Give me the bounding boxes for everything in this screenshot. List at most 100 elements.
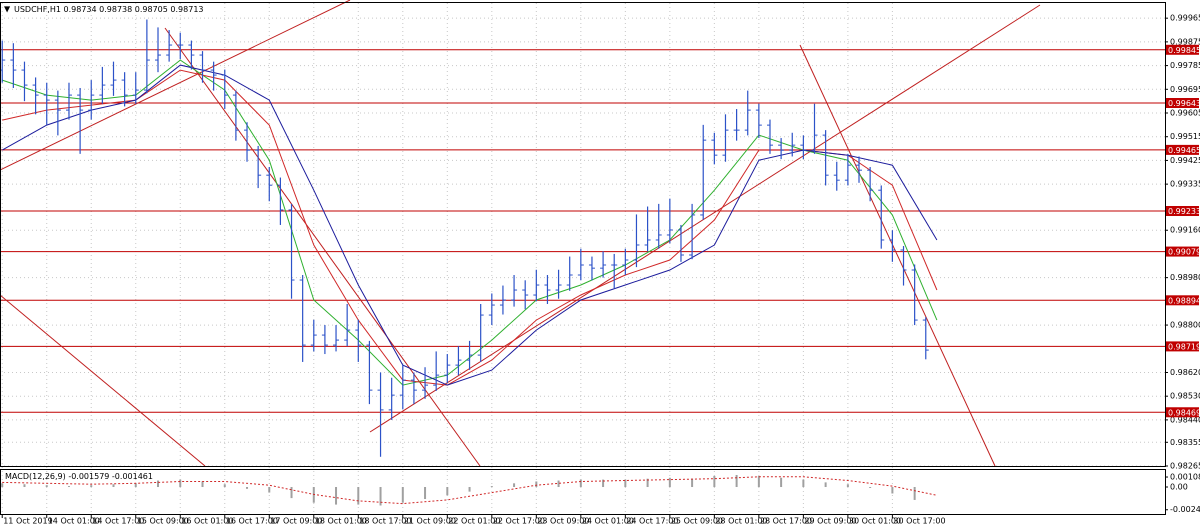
macd-histogram-bar: [379, 487, 382, 506]
grid-layer: [0, 3, 1165, 514]
level-label-box: [1166, 341, 1199, 352]
macd-histogram-bar: [513, 483, 516, 488]
level-label: 0.99465: [1168, 146, 1200, 155]
x-tick-label: 24 Oct 17:00: [626, 517, 678, 526]
x-tick-label: 16 Oct 17:00: [226, 517, 278, 526]
symbol-header: USDCHF,H1 0.98734 0.98738 0.98705 0.9871…: [14, 5, 204, 14]
macd-histogram-bar: [624, 479, 627, 488]
level-label-box: [1166, 206, 1199, 217]
macd-histogram-bar: [668, 477, 671, 488]
x-tick-label: 24 Oct 01:00: [582, 517, 634, 526]
y-tick-label: 0.99425: [1170, 156, 1200, 165]
level-label: 0.99845: [1168, 46, 1200, 55]
x-tick-label: 30 Oct 17:00: [893, 517, 945, 526]
macd-histogram-bar: [223, 484, 226, 488]
macd-histogram-bar: [23, 484, 26, 488]
trend-line: [0, 0, 351, 171]
level-label-box: [1166, 246, 1199, 257]
header-value: 0.98734: [64, 5, 97, 14]
macd-histogram-bar: [1, 483, 4, 488]
y-tick-label: 0.98620: [1170, 368, 1200, 377]
macd-pane-frame: [0, 469, 1166, 515]
macd-histogram-bar: [913, 487, 916, 500]
main-pane-frame: [0, 2, 1166, 467]
macd-histogram-bar: [179, 479, 182, 488]
trend-line: [0, 294, 206, 467]
macd-histogram-bar: [757, 475, 760, 488]
macd-histogram-bar: [824, 482, 827, 488]
level-label-box: [1166, 97, 1199, 108]
macd-signal: [2, 476, 938, 505]
macd-histogram-bar: [646, 478, 649, 488]
x-tick-label: 11 Oct 2019: [3, 517, 52, 526]
level-label: 0.99643: [1168, 99, 1200, 108]
y-tick-label: 0.98265: [1170, 462, 1200, 471]
macd-histogram-bar: [246, 487, 249, 489]
x-tick-label: 15 Oct 09:00: [137, 517, 189, 526]
x-tick-label: 29 Oct 09:00: [804, 517, 856, 526]
macd-histogram-bar: [157, 480, 160, 488]
y-tick-label: 0.98440: [1170, 415, 1200, 424]
macd-histogram-bar: [290, 487, 293, 499]
y-tick-label: 0.99785: [1170, 61, 1200, 70]
y-tick-label: 0.99605: [1170, 109, 1200, 118]
y-tick-label: 0.99160: [1170, 226, 1200, 235]
y-tick-label: 0.99515: [1170, 132, 1200, 141]
macd-histogram-bar: [869, 487, 872, 488]
x-tick-label: 21 Oct 09:00: [404, 517, 456, 526]
level-label: 0.99079: [1168, 248, 1200, 257]
level-label-box: [1166, 44, 1199, 55]
macd-histogram-bar: [891, 487, 894, 494]
y-tick-label: 0.98355: [1170, 438, 1200, 447]
macd-histogram-bar: [802, 479, 805, 488]
y-tick-label: 0.98530: [1170, 392, 1200, 401]
header-value: -0.001461: [112, 472, 153, 481]
x-tick-label: 25 Oct 09:00: [671, 517, 723, 526]
trend-line: [369, 4, 1041, 433]
y-tick-label: 0.98800: [1170, 321, 1200, 330]
level-label: 0.99233: [1168, 207, 1200, 216]
x-tick-label: 22 Oct 01:00: [448, 517, 500, 526]
y-tick-label: 0.99965: [1170, 14, 1200, 23]
symbol: USDCHF,H1: [14, 5, 61, 14]
x-tick-label: 30 Oct 01:00: [849, 517, 901, 526]
macd-histogram-bar: [490, 486, 493, 488]
y-tick-label: 0.00108: [1170, 473, 1200, 482]
macd-histogram-bar: [112, 484, 115, 488]
x-tick-label: 23 Oct 09:00: [537, 517, 589, 526]
x-tick-label: 14 Oct 01:00: [48, 517, 100, 526]
macd-histogram-bar: [468, 487, 471, 492]
x-tick-label: 28 Oct 17:00: [760, 517, 812, 526]
macd-histogram-bar: [45, 485, 48, 488]
header-value: -0.001579: [68, 472, 109, 481]
y-tick-label: 0.99335: [1170, 180, 1200, 189]
macd-title: MACD(12,26,9): [5, 472, 66, 481]
level-label-box: [1166, 295, 1199, 306]
macd-histogram-bar: [401, 487, 404, 503]
macd-histogram-bar: [846, 484, 849, 488]
macd-header: MACD(12,26,9) -0.001579 -0.001461: [5, 472, 153, 481]
y-tick-label: 0.00: [1170, 483, 1188, 492]
x-tick-label: 18 Oct 17:00: [359, 517, 411, 526]
trend-line: [164, 27, 481, 467]
y-tick-label: 0.99695: [1170, 85, 1200, 94]
macd-histogram-bar: [691, 478, 694, 488]
header-value: 0.98713: [170, 5, 203, 14]
x-tick-label: 17 Oct 09:00: [270, 517, 322, 526]
data-layer: [0, 19, 938, 506]
x-tick-label: 16 Oct 01:00: [181, 517, 233, 526]
level-label-box: [1166, 407, 1199, 418]
macd-histogram-bar: [535, 481, 538, 488]
macd-histogram-bar: [268, 487, 271, 493]
macd-histogram-bar: [579, 479, 582, 488]
macd-histogram-bar: [90, 485, 93, 488]
header-value: 0.98705: [135, 5, 168, 14]
x-tick-label: 18 Oct 01:00: [315, 517, 367, 526]
macd-histogram-bar: [201, 481, 204, 488]
macd-histogram-bar: [780, 477, 783, 488]
x-tick-label: 22 Oct 17:00: [493, 517, 545, 526]
macd-histogram-bar: [602, 479, 605, 488]
